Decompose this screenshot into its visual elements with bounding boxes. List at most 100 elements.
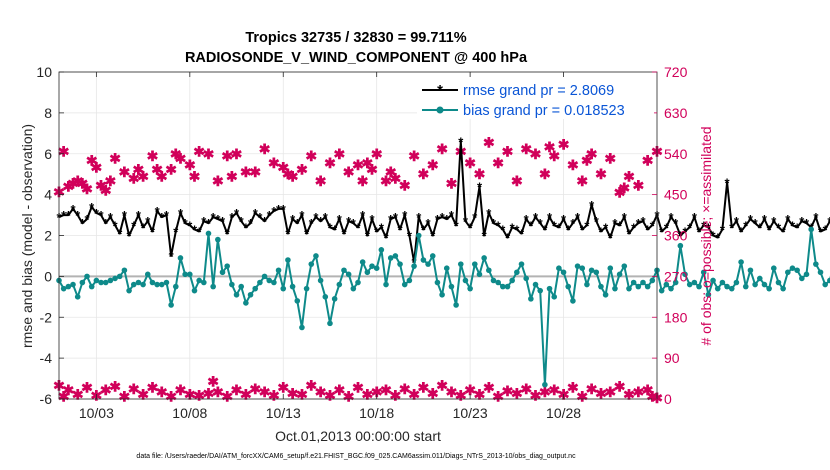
rmse-point: * xyxy=(692,210,698,225)
bias-point xyxy=(154,281,160,288)
obs-possible-marker: ✱ xyxy=(226,168,238,184)
obs-possible-marker: ✱ xyxy=(165,162,177,178)
rmse-point: * xyxy=(253,206,259,221)
obs-possible-marker: ✱ xyxy=(539,166,551,182)
rmse-point: * xyxy=(818,224,824,239)
bias-point xyxy=(224,263,230,269)
bias-point xyxy=(495,279,501,286)
obs-assimilated-marker: ✱ xyxy=(567,380,579,396)
bias-point xyxy=(135,279,142,286)
x-tick-label: 10/13 xyxy=(266,405,301,421)
rmse-point: * xyxy=(384,231,390,246)
rmse-point: * xyxy=(327,220,333,235)
bias-point xyxy=(415,232,422,239)
obs-possible-marker: ✱ xyxy=(623,168,635,184)
y-tick-label: 8 xyxy=(44,105,52,121)
rmse-point: * xyxy=(239,214,245,229)
rmse-point: * xyxy=(472,210,478,225)
bias-point xyxy=(60,285,67,292)
bias-point xyxy=(556,265,562,272)
y-tick-label: 0 xyxy=(44,268,52,284)
obs-assimilated-marker: ✱ xyxy=(595,386,607,402)
obs-possible-marker: ✱ xyxy=(380,173,392,189)
bias-point xyxy=(163,279,170,286)
obs-possible-marker: ✱ xyxy=(427,157,439,173)
rmse-point: * xyxy=(145,214,151,229)
x-tick-label: 10/08 xyxy=(172,405,207,421)
bias-point xyxy=(668,285,674,292)
y-tick-label: 2 xyxy=(44,228,52,244)
y-tick-label: -6 xyxy=(40,391,53,407)
bias-point xyxy=(79,279,86,286)
bias-point xyxy=(584,281,590,288)
rmse-point: * xyxy=(659,224,665,239)
bias-point xyxy=(742,283,749,290)
bias-point xyxy=(560,269,567,276)
rmse-point: * xyxy=(767,222,773,237)
obs-possible-marker: ✱ xyxy=(212,173,224,189)
obs-assimilated-marker: ✱ xyxy=(81,380,93,396)
obs-possible-marker: ✱ xyxy=(642,153,654,169)
rmse-point: * xyxy=(337,212,343,227)
bias-point xyxy=(84,273,90,280)
rmse-point: * xyxy=(547,210,553,225)
bias-point xyxy=(70,281,76,288)
obs-assimilated-marker: ✱ xyxy=(165,389,177,405)
rmse-point: * xyxy=(131,218,137,233)
rmse-point: * xyxy=(346,214,352,229)
obs-assimilated-marker: ✱ xyxy=(333,382,345,398)
bias-point xyxy=(112,275,118,282)
rmse-point: * xyxy=(360,208,366,223)
rmse-point: * xyxy=(117,226,123,241)
obs-assimilated-marker: ✱ xyxy=(119,389,131,405)
rmse-point: * xyxy=(201,214,207,229)
obs-assimilated-marker: ✱ xyxy=(492,389,504,405)
rmse-point: * xyxy=(211,210,217,225)
bias-point xyxy=(808,226,814,233)
obs-possible-marker: ✱ xyxy=(357,173,369,189)
bias-point xyxy=(401,281,408,288)
rmse-point: * xyxy=(435,212,441,227)
rmse-point: * xyxy=(533,210,539,225)
rmse-point: * xyxy=(215,212,221,227)
rmse-point: * xyxy=(407,229,413,244)
bias-point xyxy=(205,230,212,237)
bias-point xyxy=(289,283,296,290)
bias-point xyxy=(126,287,132,294)
bias-point xyxy=(65,283,72,290)
bias-point xyxy=(486,267,492,274)
obs-possible-marker: ✱ xyxy=(305,148,317,164)
bias-point xyxy=(817,269,824,276)
rmse-point: * xyxy=(374,224,380,239)
rmse-point: * xyxy=(393,210,399,225)
bias-point xyxy=(677,242,684,249)
bias-point xyxy=(429,253,436,259)
obs-assimilated-marker: ✱ xyxy=(623,386,635,402)
rmse-point: * xyxy=(192,222,198,237)
obs-assimilated-marker: ✱ xyxy=(586,381,598,397)
obs-possible-marker: ✱ xyxy=(231,146,243,162)
bias-point xyxy=(331,296,338,302)
obs-possible-marker: ✱ xyxy=(249,164,261,180)
legend-box xyxy=(417,77,654,119)
obs-possible-marker: ✱ xyxy=(296,162,308,178)
bias-point xyxy=(752,281,758,288)
obs-assimilated-marker: ✱ xyxy=(520,381,532,397)
bias-point xyxy=(822,281,828,288)
bias-point xyxy=(598,283,604,290)
obs-assimilated-marker: ✱ xyxy=(175,382,187,398)
obs-possible-marker: ✱ xyxy=(595,166,607,182)
rmse-point: * xyxy=(271,204,277,219)
y-tick-label: 6 xyxy=(44,146,52,162)
rmse-point: * xyxy=(795,220,801,235)
rmse-point: * xyxy=(743,218,749,233)
bias-point xyxy=(471,261,478,267)
rmse-point: * xyxy=(781,224,787,239)
rmse-point: * xyxy=(762,212,768,227)
rmse-point: * xyxy=(295,216,301,231)
bias-point xyxy=(341,267,347,274)
rmse-point: * xyxy=(673,216,679,231)
bias-point xyxy=(696,283,702,290)
obs-assimilated-marker: ✱ xyxy=(128,381,140,397)
rmse-point: * xyxy=(267,208,273,223)
